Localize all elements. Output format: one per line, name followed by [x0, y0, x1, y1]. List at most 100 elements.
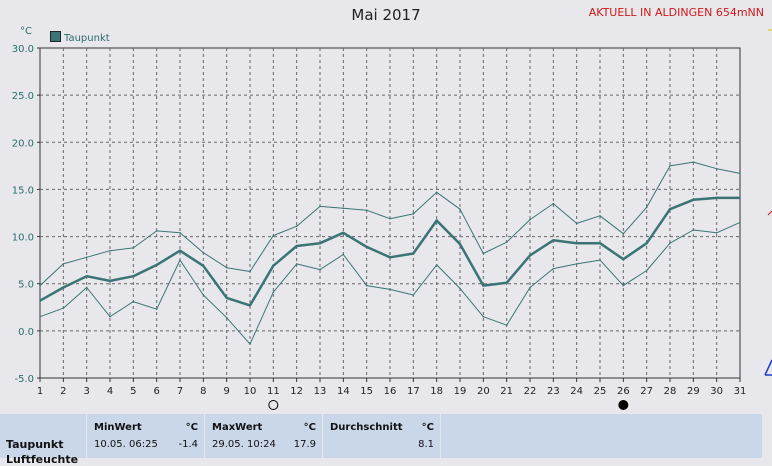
data-point-max — [599, 215, 601, 217]
x-tick-label: 21 — [500, 386, 513, 397]
right-edge-decor — [764, 29, 772, 376]
x-tick-label: 23 — [547, 386, 560, 397]
full-moon-marker — [268, 400, 279, 410]
x-axis: 1 2 3 4 5 6 7 8 9 10 11 12 13 14 15 16 17 18 19 20 21 22 23 24 2… — [37, 378, 747, 397]
min-value: -1.4 — [178, 439, 198, 450]
data-point-min — [715, 232, 718, 234]
data-point-max — [85, 256, 88, 259]
avg-value: 8.1 — [418, 439, 434, 450]
avg-cell: Durchschnitt °C 8.1 — [323, 414, 441, 458]
data-point-max — [459, 208, 461, 211]
data-point-mean — [109, 280, 111, 282]
x-tick-label: 5 — [130, 386, 136, 397]
y-tick-label: 25.0 — [12, 91, 34, 102]
min-unit: °C — [185, 422, 198, 433]
data-point-mean — [39, 299, 41, 302]
max-value: 17.9 — [293, 439, 316, 450]
data-point-mean — [85, 275, 88, 277]
data-point-min — [599, 259, 601, 261]
data-point-min — [575, 263, 578, 265]
x-tick-label: 11 — [267, 386, 280, 397]
stats-panel: Taupunkt Luftfeuchte MinWert °C 10.05. 0… — [0, 414, 772, 466]
data-point-max — [739, 172, 741, 175]
data-point-mean — [202, 265, 205, 267]
data-point-max — [645, 206, 648, 209]
data-point-mean — [272, 265, 275, 267]
data-point-max — [389, 217, 391, 220]
data-point-min — [435, 264, 438, 266]
data-point-mean — [249, 304, 251, 307]
data-point-mean — [482, 284, 485, 287]
x-tick-label: 18 — [430, 386, 443, 397]
data-point-max — [412, 213, 415, 215]
data-point-mean — [739, 197, 741, 199]
stats-empty-cell — [441, 414, 762, 458]
y-tick-label: 5.0 — [18, 280, 34, 291]
data-point-mean — [715, 197, 718, 199]
data-point-min — [389, 288, 391, 291]
data-point-min — [249, 343, 251, 345]
data-point-mean — [645, 242, 648, 244]
data-point-min — [225, 316, 228, 319]
chart-title: Mai 2017 — [351, 6, 421, 24]
data-point-max — [575, 222, 578, 225]
data-point-max — [715, 167, 718, 170]
stats-row-label-next: Luftfeuchte — [6, 453, 79, 466]
data-point-max — [435, 191, 438, 194]
data-point-min — [155, 308, 158, 310]
max-unit: °C — [303, 422, 316, 433]
data-point-min — [39, 315, 41, 318]
data-point-max — [225, 266, 228, 269]
y-axis-unit: °C — [20, 26, 32, 37]
series-lines — [39, 161, 741, 345]
x-tick-label: 6 — [153, 386, 159, 397]
x-tick-label: 3 — [83, 386, 89, 397]
data-point-max — [365, 209, 368, 211]
current-location-label: AKTUELL IN ALDINGEN 654mNN — [588, 6, 764, 19]
data-point-mean — [435, 219, 438, 222]
data-point-mean — [342, 232, 345, 234]
day-markers — [268, 400, 629, 410]
data-point-min — [412, 294, 415, 296]
x-tick-label: 8 — [200, 386, 206, 397]
x-tick-label: 20 — [477, 386, 490, 397]
data-point-max — [39, 284, 41, 287]
data-point-max — [249, 270, 251, 273]
data-point-mean — [529, 254, 531, 257]
min-when: 10.05. 06:25 — [94, 439, 158, 450]
data-point-mean — [459, 243, 461, 245]
data-point-max — [692, 161, 695, 163]
y-tick-label: 10.0 — [12, 233, 34, 244]
data-point-mean — [505, 281, 508, 284]
x-tick-label: 14 — [337, 386, 350, 397]
grid — [40, 48, 740, 378]
y-tick-label: 15.0 — [12, 185, 34, 196]
data-point-min — [319, 268, 321, 271]
x-tick-label: 19 — [454, 386, 467, 397]
data-point-mean — [669, 208, 671, 211]
data-point-min — [342, 253, 345, 256]
data-point-min — [85, 286, 88, 289]
avg-header: Durchschnitt — [330, 422, 403, 433]
data-point-mean — [575, 242, 578, 244]
data-point-mean — [319, 242, 321, 244]
data-point-min — [365, 284, 368, 287]
data-point-min — [109, 315, 111, 318]
x-tick-label: 28 — [664, 386, 677, 397]
data-point-max — [272, 234, 275, 237]
x-tick-label: 15 — [360, 386, 373, 397]
x-tick-label: 7 — [177, 386, 183, 397]
y-axis: 30.0 25.0 20.0 15.0 10.0 5.0 0.0 -5.0 — [12, 44, 40, 385]
data-point-min — [505, 324, 508, 327]
data-point-max — [342, 207, 345, 210]
x-tick-label: 30 — [710, 386, 723, 397]
data-point-min — [132, 300, 135, 303]
x-tick-label: 4 — [107, 386, 113, 397]
data-point-max — [505, 241, 508, 244]
max-cell: MaxWert °C 29.05. 10:24 17.9 — [205, 414, 323, 458]
x-tick-label: 31 — [734, 386, 747, 397]
data-point-max — [295, 225, 298, 227]
min-cell: MinWert °C 10.05. 06:25 -1.4 — [87, 414, 205, 458]
data-point-min — [552, 267, 555, 270]
